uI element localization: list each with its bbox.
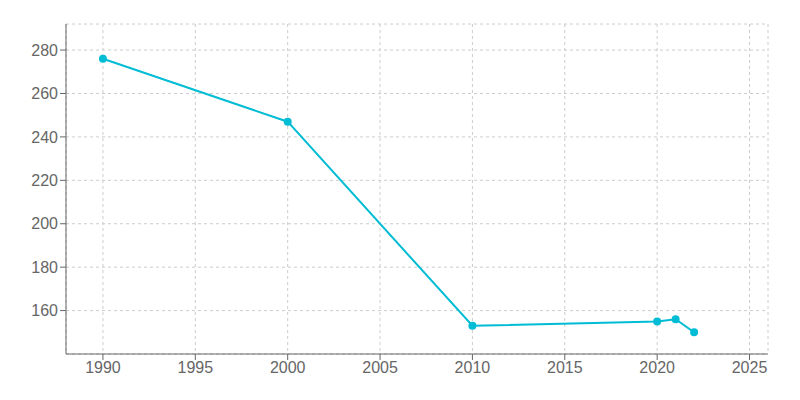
svg-text:160: 160 bbox=[31, 302, 58, 319]
svg-text:2025: 2025 bbox=[732, 359, 768, 376]
svg-text:240: 240 bbox=[31, 129, 58, 146]
svg-text:1995: 1995 bbox=[178, 359, 214, 376]
svg-text:280: 280 bbox=[31, 42, 58, 59]
svg-text:2010: 2010 bbox=[455, 359, 491, 376]
svg-text:180: 180 bbox=[31, 259, 58, 276]
svg-text:2015: 2015 bbox=[547, 359, 583, 376]
svg-text:200: 200 bbox=[31, 215, 58, 232]
svg-text:2020: 2020 bbox=[639, 359, 675, 376]
svg-text:220: 220 bbox=[31, 172, 58, 189]
svg-text:1990: 1990 bbox=[85, 359, 121, 376]
svg-text:260: 260 bbox=[31, 85, 58, 102]
svg-text:2000: 2000 bbox=[270, 359, 306, 376]
svg-text:2005: 2005 bbox=[362, 359, 398, 376]
